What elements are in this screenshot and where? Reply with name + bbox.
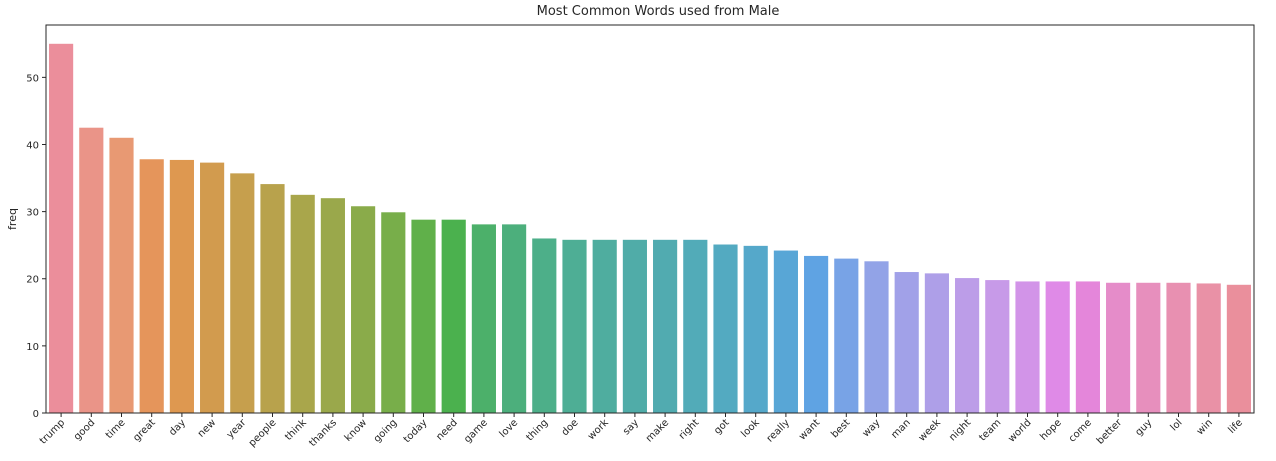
x-tick-label: way (861, 417, 883, 439)
bar-thing (532, 238, 557, 413)
x-tick-label: better (1095, 417, 1125, 447)
bar-win (1196, 283, 1221, 413)
y-tick-label: 20 (26, 275, 39, 286)
y-tick-label: 0 (33, 409, 39, 420)
x-tick-label: win (1195, 417, 1215, 437)
bar-think (290, 194, 315, 413)
x-tick-label: day (167, 417, 188, 438)
x-tick-label: world (1006, 417, 1033, 444)
chart-title: Most Common Words used from Male (537, 4, 780, 19)
bar-trump (49, 43, 74, 414)
bar-game (471, 224, 496, 413)
x-tick-label: guy (1133, 417, 1154, 438)
y-axis-ticks: 0 10 20 30 40 50 (26, 73, 46, 420)
x-tick-label: know (343, 417, 369, 443)
bar-got (713, 244, 738, 413)
bar-night (955, 278, 980, 413)
x-tick-label: man (889, 417, 912, 440)
x-tick-label: doe (560, 417, 581, 438)
x-tick-label: come (1067, 417, 1094, 444)
x-tick-label: hope (1038, 417, 1063, 442)
bar-want (804, 255, 829, 413)
bar-people (260, 184, 285, 413)
bar-going (381, 212, 406, 413)
bar-year (230, 173, 255, 413)
bar-time (109, 137, 134, 413)
bar-doe (562, 239, 587, 413)
bar-today (411, 219, 436, 413)
x-tick-label: best (829, 417, 852, 440)
bar-really (773, 250, 798, 413)
x-tick-label: going (372, 417, 400, 445)
x-tick-label: time (104, 417, 128, 441)
bar-way (864, 261, 889, 413)
y-tick-label: 30 (26, 208, 39, 219)
y-tick-label: 40 (26, 140, 39, 151)
bar-new (200, 162, 225, 413)
x-tick-label: say (621, 417, 641, 437)
bar-know (351, 206, 376, 413)
x-tick-label: today (402, 417, 430, 445)
bars-group (49, 43, 1251, 414)
bar-love (502, 224, 527, 413)
bar-look (743, 245, 768, 413)
x-tick-label: thing (524, 417, 550, 443)
x-tick-label: night (947, 417, 973, 443)
bar-good (79, 127, 104, 414)
x-tick-label: really (765, 417, 792, 444)
bar-week (924, 273, 949, 413)
x-tick-label: look (739, 417, 762, 440)
x-tick-label: week (917, 417, 944, 444)
bar-come (1075, 281, 1100, 413)
bar-team (985, 280, 1010, 413)
x-tick-label: good (72, 417, 97, 442)
bar-need (441, 219, 466, 413)
x-tick-label: lol (1169, 417, 1185, 433)
y-axis-title: freq (6, 208, 19, 230)
x-tick-label: work (586, 417, 611, 442)
y-tick-label: 10 (26, 342, 39, 353)
x-tick-label: need (434, 417, 459, 442)
x-tick-label: want (797, 417, 822, 442)
bar-make (653, 239, 678, 413)
bar-guy (1136, 282, 1161, 413)
x-tick-label: year (225, 417, 249, 441)
bar-better (1106, 282, 1131, 413)
bar-right (683, 239, 708, 413)
bar-life (1226, 284, 1251, 413)
x-tick-label: right (677, 417, 701, 441)
bar-hope (1045, 281, 1070, 413)
x-tick-label: new (196, 417, 218, 439)
plot-frame (45, 24, 1255, 414)
x-tick-label: make (644, 417, 671, 444)
bar-man (894, 272, 919, 413)
x-tick-label: game (462, 417, 490, 445)
x-tick-label: love (498, 417, 521, 440)
bar-world (1015, 281, 1040, 413)
bar-say (622, 239, 647, 413)
bar-great (139, 159, 164, 413)
x-tick-label: people (247, 417, 279, 449)
x-tick-label: got (712, 417, 731, 436)
x-tick-label: thanks (307, 417, 339, 449)
y-tick-label: 50 (26, 73, 39, 84)
x-tick-label: trump (38, 417, 67, 446)
bar-best (834, 258, 859, 413)
x-tick-label: think (283, 417, 309, 443)
bar-lol (1166, 282, 1191, 413)
x-tick-label: team (977, 417, 1003, 443)
bar-day (169, 159, 194, 413)
x-tick-label: great (131, 417, 158, 444)
bar-work (592, 239, 617, 413)
x-tick-label: life (1226, 417, 1245, 436)
bar-thanks (320, 198, 345, 413)
